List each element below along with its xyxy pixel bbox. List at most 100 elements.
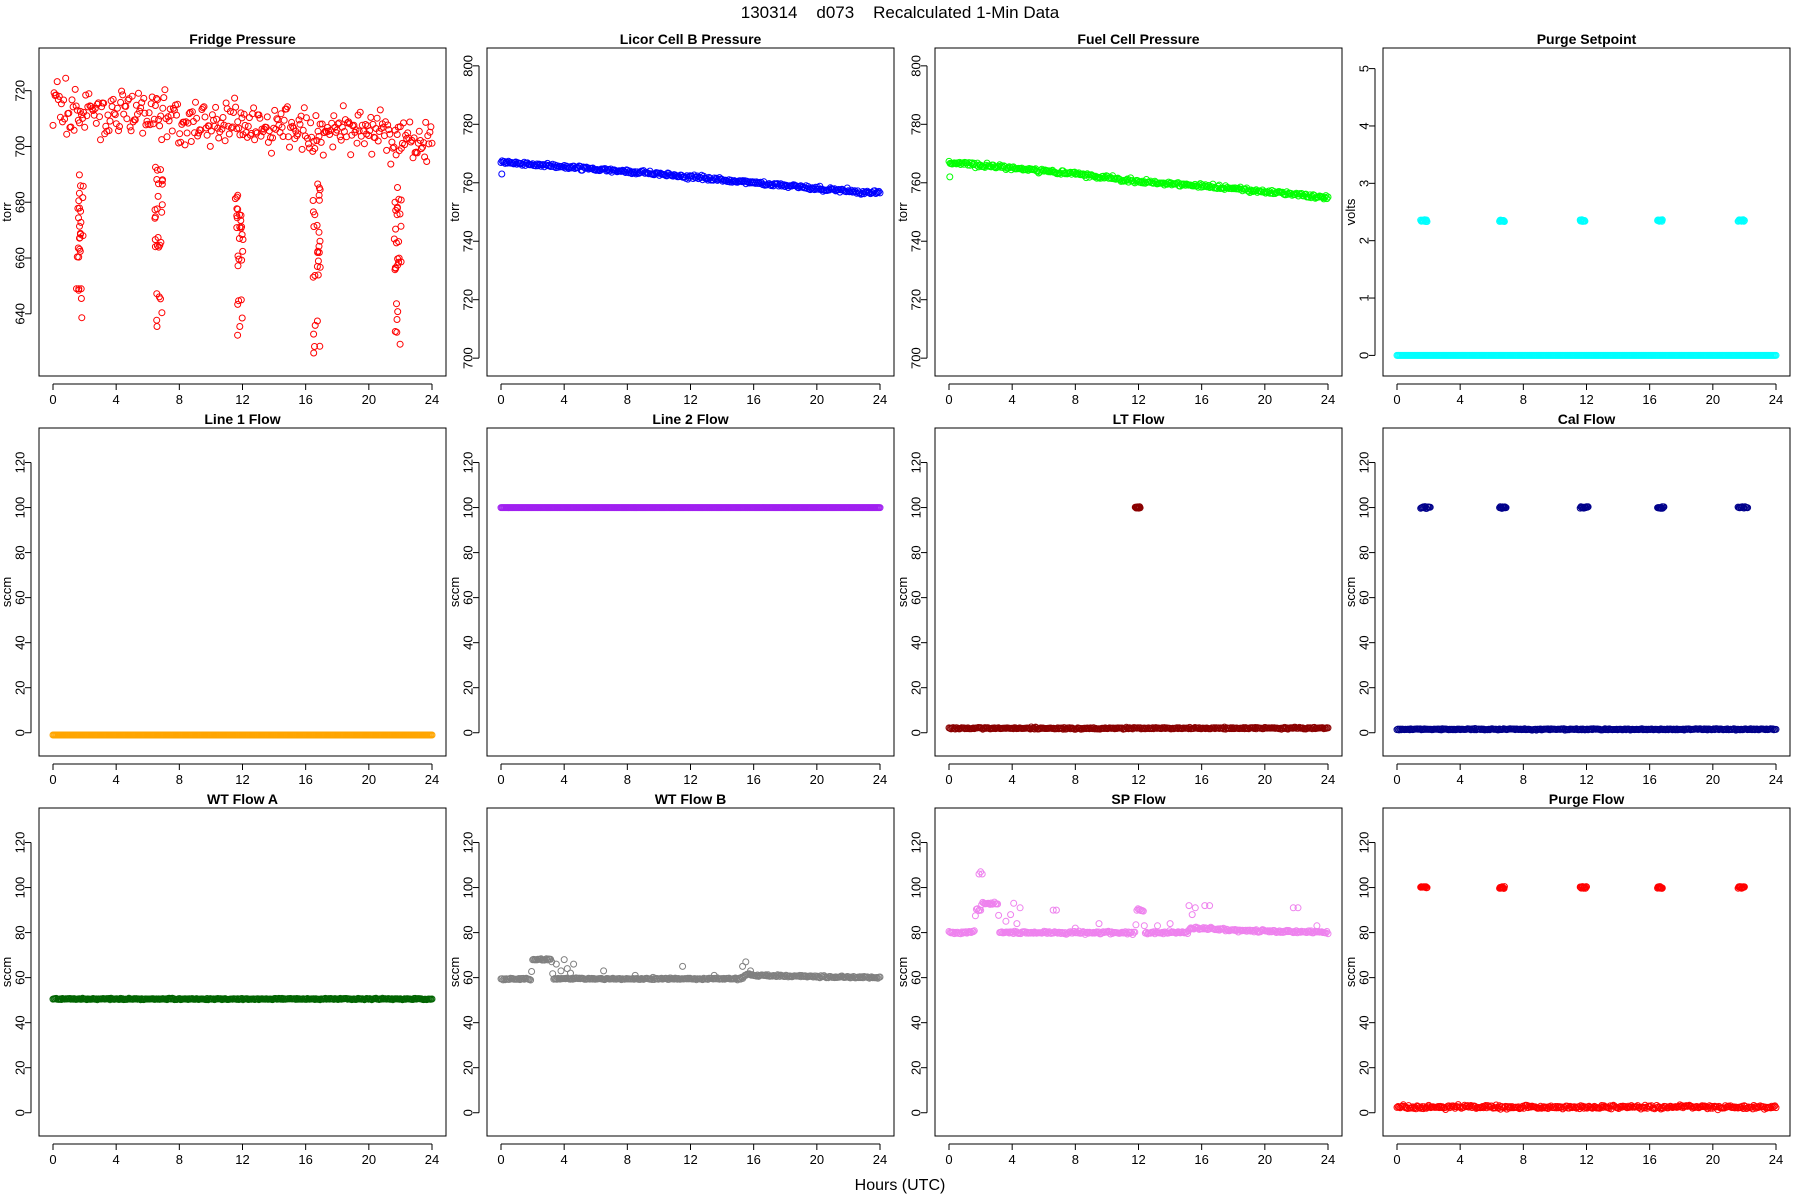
data-point — [1313, 922, 1321, 930]
data-point — [232, 103, 240, 111]
plot-frame — [486, 47, 895, 377]
data-point — [70, 126, 78, 134]
data-point — [309, 197, 317, 204]
x-tick-label: 0 — [1393, 1152, 1400, 1167]
data-point — [1504, 1103, 1512, 1111]
x-tick-label: 4 — [1457, 772, 1464, 787]
data-point — [73, 106, 81, 114]
data-point — [969, 928, 977, 936]
data-point — [123, 115, 131, 123]
data-point — [1132, 921, 1140, 929]
data-point — [240, 110, 248, 118]
data-points — [49, 994, 436, 1004]
y-tick-label: 800 — [461, 55, 476, 77]
data-point — [192, 98, 199, 106]
data-point — [127, 127, 135, 135]
x-tick-label: 12 — [683, 772, 697, 787]
data-point — [699, 176, 707, 184]
x-tick-label: 16 — [1642, 1152, 1656, 1167]
y-tick-label: 60 — [461, 970, 476, 984]
x-tick-label: 24 — [1321, 772, 1335, 787]
data-point — [269, 134, 277, 142]
y-tick-label: 80 — [909, 925, 924, 939]
y-tick-label: 700 — [13, 136, 28, 158]
x-tick-label: 20 — [810, 772, 824, 787]
data-point — [400, 119, 407, 127]
x-tick-label: 4 — [113, 392, 120, 407]
data-point — [310, 349, 318, 357]
y-tick-label: 4 — [1357, 122, 1372, 129]
x-tick-label: 0 — [497, 1152, 504, 1167]
x-tick-label: 8 — [176, 1152, 183, 1167]
data-point — [246, 131, 254, 139]
data-point — [353, 139, 361, 147]
data-point — [311, 211, 319, 219]
data-point — [69, 103, 77, 111]
y-tick-label: 40 — [461, 635, 476, 649]
y-axis-label: sccm — [0, 957, 14, 987]
data-point — [237, 109, 245, 117]
data-point — [117, 98, 125, 106]
y-tick-label: 120 — [461, 832, 476, 854]
x-tick-label: 20 — [1706, 392, 1720, 407]
data-point — [75, 214, 82, 222]
y-tick-label: 40 — [13, 635, 28, 649]
data-point — [188, 108, 196, 116]
data-point — [1016, 904, 1024, 912]
x-tick-label: 16 — [1194, 772, 1208, 787]
y-tick-label: 780 — [461, 113, 476, 135]
data-point — [1247, 186, 1255, 194]
data-point — [73, 285, 80, 293]
data-point — [235, 255, 243, 263]
data-point — [157, 295, 164, 303]
x-tick-label: 20 — [1258, 772, 1272, 787]
x-tick-label: 0 — [1393, 392, 1400, 407]
x-tick-label: 12 — [1579, 392, 1593, 407]
data-point — [1191, 904, 1199, 912]
data-point — [808, 184, 816, 192]
data-point — [284, 133, 292, 141]
data-point — [145, 109, 153, 117]
data-point — [153, 316, 161, 324]
y-tick-label: 740 — [461, 230, 476, 252]
y-tick-label: 0 — [461, 729, 476, 736]
x-tick-label: 12 — [1579, 772, 1593, 787]
data-point — [219, 114, 227, 121]
data-point — [158, 208, 166, 216]
x-tick-label: 8 — [1072, 392, 1079, 407]
x-tick-label: 16 — [746, 772, 760, 787]
x-tick-label: 16 — [1194, 1152, 1208, 1167]
x-tick-label: 8 — [1520, 772, 1527, 787]
data-point — [233, 205, 241, 213]
data-point — [122, 102, 130, 110]
data-point — [1185, 725, 1193, 733]
y-tick-label: 0 — [1357, 1109, 1372, 1116]
data-point — [310, 223, 318, 231]
data-point — [106, 117, 114, 125]
data-points — [497, 504, 884, 512]
data-point — [1501, 503, 1509, 511]
data-point — [76, 245, 84, 253]
y-tick-label: 80 — [909, 545, 924, 559]
data-point — [1166, 920, 1174, 928]
data-point — [109, 95, 117, 103]
data-point — [201, 113, 209, 121]
data-point — [203, 131, 211, 139]
data-point — [135, 89, 142, 97]
y-tick-label: 720 — [909, 289, 924, 311]
data-point — [65, 109, 73, 117]
data-point — [417, 145, 425, 153]
data-point — [1660, 503, 1668, 511]
data-point — [75, 119, 83, 127]
data-point — [1502, 504, 1510, 512]
y-tick-label: 40 — [461, 1015, 476, 1029]
data-point — [679, 962, 687, 970]
data-point — [1230, 185, 1238, 193]
x-tick-label: 0 — [497, 392, 504, 407]
data-point — [273, 115, 281, 123]
data-point — [151, 213, 159, 221]
data-point — [1772, 351, 1780, 359]
